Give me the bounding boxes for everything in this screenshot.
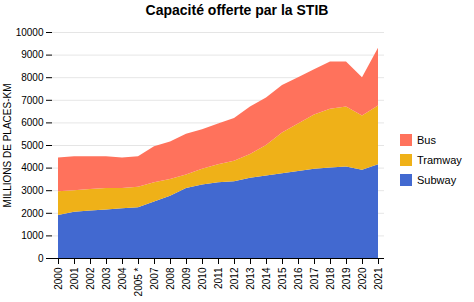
svg-text:2010: 2010 bbox=[197, 267, 208, 290]
svg-text:2018: 2018 bbox=[325, 267, 336, 290]
svg-text:7000: 7000 bbox=[21, 95, 44, 106]
svg-text:2014: 2014 bbox=[261, 267, 272, 290]
svg-text:9000: 9000 bbox=[21, 49, 44, 60]
svg-text:1000: 1000 bbox=[21, 230, 44, 241]
svg-text:2020: 2020 bbox=[357, 267, 368, 290]
svg-text:4000: 4000 bbox=[21, 162, 44, 173]
svg-text:2009: 2009 bbox=[181, 267, 192, 290]
svg-text:5000: 5000 bbox=[21, 140, 44, 151]
svg-text:10000: 10000 bbox=[16, 27, 44, 38]
svg-text:2021: 2021 bbox=[373, 267, 384, 290]
svg-text:2005 *: 2005 * bbox=[133, 267, 144, 296]
svg-text:3000: 3000 bbox=[21, 185, 44, 196]
html-text:Tramway: Tramway bbox=[417, 154, 462, 166]
svg-text:MILLIONS DE PLACES-KM: MILLIONS DE PLACES-KM bbox=[2, 84, 13, 208]
svg-text:2003: 2003 bbox=[101, 267, 112, 290]
svg-text:2016: 2016 bbox=[293, 267, 304, 290]
svg-text:2000: 2000 bbox=[21, 208, 44, 219]
svg-text:2019: 2019 bbox=[341, 267, 352, 290]
svg-text:2011: 2011 bbox=[213, 267, 224, 289]
html-text:Bus: Bus bbox=[417, 134, 436, 146]
svg-text:2004: 2004 bbox=[117, 267, 128, 290]
svg-text:2002: 2002 bbox=[85, 267, 96, 290]
svg-text:2015: 2015 bbox=[277, 267, 288, 290]
svg-text:2001: 2001 bbox=[69, 267, 80, 290]
svg-text:2000: 2000 bbox=[53, 267, 64, 290]
svg-text:2008: 2008 bbox=[165, 267, 176, 290]
svg-text:2013: 2013 bbox=[245, 267, 256, 290]
svg-text:6000: 6000 bbox=[21, 117, 44, 128]
svg-text:8000: 8000 bbox=[21, 72, 44, 83]
svg-text:0: 0 bbox=[38, 253, 44, 264]
html-text:Subway: Subway bbox=[417, 174, 457, 186]
svg-text:2007: 2007 bbox=[149, 267, 160, 290]
svg-text:2012: 2012 bbox=[229, 267, 240, 290]
svg-text:2017: 2017 bbox=[309, 267, 320, 290]
html-text:Capacité offerte par la STIB: Capacité offerte par la STIB bbox=[145, 2, 329, 18]
